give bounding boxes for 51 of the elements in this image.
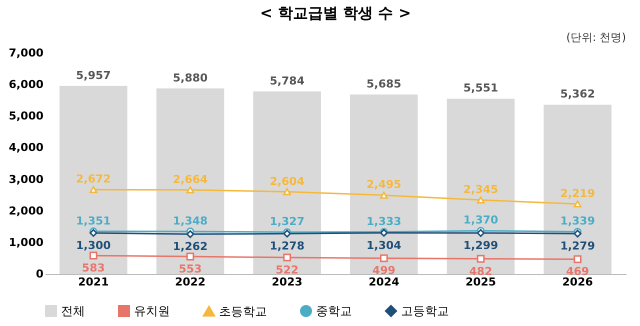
data-label: 2,672: [76, 172, 111, 186]
data-label: 1,348: [172, 214, 208, 228]
x-tick-label: 2026: [562, 276, 594, 288]
data-label: 5,551: [463, 82, 498, 95]
y-tick-label: 3,000: [8, 172, 44, 186]
data-label: 1,279: [560, 240, 595, 253]
x-tick-label: 2024: [368, 276, 400, 288]
data-label: 499: [372, 264, 396, 278]
data-label: 1,278: [270, 240, 304, 253]
data-label: 1,351: [76, 214, 111, 228]
x-tick-label: 2025: [465, 276, 496, 288]
y-tick-label: 2,000: [8, 204, 44, 218]
data-label: 2,664: [172, 172, 208, 186]
data-label: 1,370: [463, 214, 498, 227]
legend-label: 고등학교: [401, 304, 449, 318]
x-tick-label: 2022: [174, 276, 206, 288]
y-tick-label: 6,000: [8, 78, 44, 92]
legend-label: 중학교: [316, 304, 352, 318]
data-label: 2,604: [270, 174, 305, 188]
data-label: 2,495: [366, 178, 402, 192]
data-label: 5,784: [270, 74, 305, 88]
data-label: 1,304: [366, 238, 402, 252]
legend-label: 전체: [61, 304, 85, 318]
data-label: 1,300: [76, 238, 112, 252]
x-tick-label: 2023: [272, 276, 302, 288]
chart-title: < 학교급별 학생 수 >: [260, 4, 412, 22]
data-label: 2,345: [463, 182, 498, 196]
data-label: 1,333: [366, 214, 402, 228]
text: (단위: 천명): [566, 30, 626, 45]
data-label: 2,219: [560, 186, 595, 200]
data-label: 5,957: [76, 68, 111, 82]
data-label: 5,362: [560, 88, 595, 101]
y-tick-label: 7,000: [8, 46, 44, 60]
data-label: 1,262: [172, 240, 208, 254]
data-label: 1,327: [270, 215, 304, 228]
y-tick-label: 1,000: [8, 236, 44, 249]
x-tick-label: 2021: [78, 276, 109, 288]
data-label: 482: [469, 264, 492, 278]
data-label: 583: [82, 262, 105, 275]
data-label: 469: [566, 265, 590, 278]
legend-label: 초등학교: [219, 304, 267, 318]
data-label: 5,685: [366, 78, 402, 91]
y-tick-label: 4,000: [8, 141, 44, 154]
data-label: 1,299: [463, 238, 498, 252]
data-label: 1,339: [560, 214, 595, 228]
y-tick-label: 0: [36, 268, 44, 280]
data-label: 5,880: [172, 71, 208, 84]
legend-label: 유치원: [134, 304, 170, 318]
data-label: 553: [178, 262, 202, 276]
data-label: 522: [276, 264, 299, 277]
y-tick-label: 5,000: [8, 110, 44, 123]
